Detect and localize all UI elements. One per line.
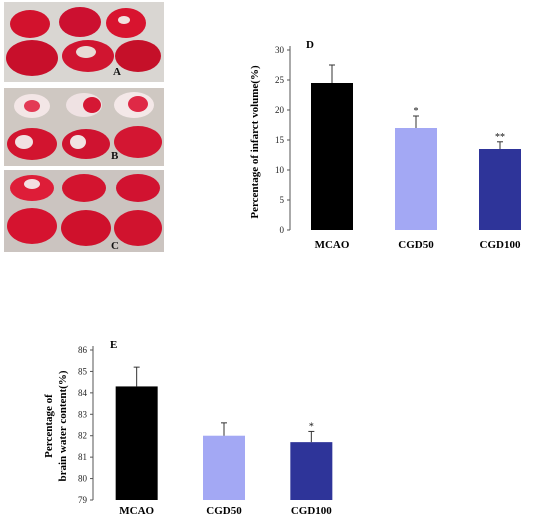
category-label: MCAO: [119, 505, 154, 515]
brain-slices-photo-c: [4, 170, 164, 252]
significance-mark: *: [414, 106, 419, 117]
brain-slices-photo-b: [4, 88, 164, 166]
bar-mcao: [311, 83, 353, 230]
category-label: CGD100: [480, 239, 521, 251]
category-label: CGD50: [398, 239, 434, 251]
y-axis-label: Percentage of infarct volume(%): [249, 65, 261, 219]
y-tick-label: 5: [280, 195, 285, 205]
category-label: CGD50: [206, 505, 242, 515]
panel-label: D: [306, 39, 314, 51]
category-label: CGD100: [291, 505, 332, 515]
y-tick-label: 85: [78, 366, 88, 376]
y-tick-label: 82: [78, 431, 87, 441]
y-tick-label: 10: [275, 165, 285, 175]
y-tick-label: 84: [78, 388, 88, 398]
bar-cgd100: [479, 149, 521, 230]
category-label: MCAO: [315, 239, 350, 251]
brain-slices-photo-a: [4, 2, 164, 82]
bar-mcao: [115, 386, 158, 500]
brain-water-chart: 79 80 81 82 83 84 85 86 MCAO CGD50 * CGD100 E Percent…: [30, 334, 360, 515]
y-tick-label: 25: [275, 75, 285, 85]
panel-label: E: [110, 339, 117, 351]
bar-cgd100: [290, 442, 333, 500]
y-tick-label: 79: [78, 495, 88, 505]
photo-label-a: A: [113, 66, 121, 78]
photo-label-b: B: [111, 150, 119, 162]
y-tick-label: 20: [275, 105, 285, 115]
y-axis-label-line: Percentage of: [43, 394, 55, 458]
y-axis-label-line: brain water content(%): [57, 370, 69, 481]
bar-cgd50: [395, 128, 437, 230]
y-tick-label: 30: [275, 45, 285, 55]
y-tick-label: 80: [78, 474, 88, 484]
bar-cgd50: [203, 435, 245, 500]
y-tick-label: 0: [280, 225, 285, 235]
infarct-volume-chart: 0 5 10 15 20 25 30 MCAO * CGD50 ** CGD100 D Percentag…: [232, 34, 542, 264]
photo-label-c: C: [111, 240, 119, 252]
y-tick-label: 83: [78, 409, 88, 419]
significance-mark: **: [495, 132, 505, 143]
y-tick-label: 81: [78, 452, 87, 462]
y-tick-label: 86: [78, 345, 88, 355]
significance-mark: *: [309, 421, 314, 432]
y-tick-label: 15: [275, 135, 285, 145]
